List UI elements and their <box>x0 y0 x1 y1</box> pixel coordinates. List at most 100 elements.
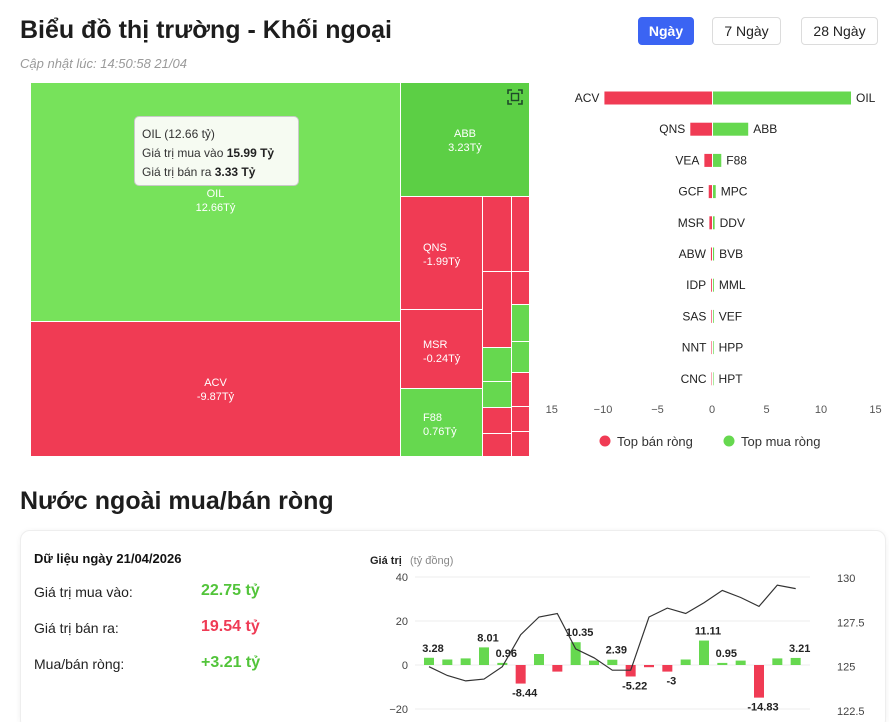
sell-category-label: CNC <box>681 372 707 386</box>
buy-category-label: DDV <box>720 216 745 230</box>
tile-small[interactable] <box>511 271 530 305</box>
history-bar[interactable] <box>460 658 471 665</box>
buy-bar[interactable] <box>713 372 714 386</box>
tile-f88[interactable]: F88 0.76Tỷ <box>400 388 483 457</box>
bar-value-label: 0.96 <box>496 648 517 660</box>
tile-small[interactable] <box>482 196 512 272</box>
sell-category-label: ABW <box>679 247 707 261</box>
buy-bar[interactable] <box>713 341 714 355</box>
tile-acv[interactable]: ACV -9.87Tỷ <box>30 321 401 457</box>
sell-bar[interactable] <box>604 91 712 105</box>
history-bar[interactable] <box>717 662 728 665</box>
sell-bar[interactable] <box>710 247 712 261</box>
history-bar[interactable] <box>589 660 599 665</box>
sell-bar[interactable] <box>709 216 712 230</box>
tile-small[interactable] <box>511 431 530 457</box>
history-bar[interactable] <box>772 658 783 665</box>
legend-buy-label[interactable]: Top mua ròng <box>741 434 821 449</box>
history-bar[interactable] <box>515 665 526 684</box>
history-bar[interactable] <box>534 654 544 665</box>
bar-value-label: 11.11 <box>695 626 721 638</box>
tooltip-title: OIL (12.66 tỷ) <box>142 127 215 141</box>
history-bar[interactable] <box>424 657 434 665</box>
x-tick-label: −5 <box>651 404 664 416</box>
history-bar[interactable] <box>662 665 673 672</box>
x-tick-label: 5 <box>763 404 769 416</box>
tile-small[interactable] <box>511 304 530 342</box>
buy-value-label: Giá trị mua vào: <box>34 584 133 600</box>
history-bar[interactable] <box>479 647 489 665</box>
expand-icon[interactable] <box>507 89 523 105</box>
tooltip-sell-row: Giá trị bán ra 3.33 Tỷ <box>142 163 291 182</box>
index-line <box>428 584 796 682</box>
bar-value-label: 0.95 <box>716 648 737 660</box>
buy-bar[interactable] <box>713 247 715 261</box>
buy-bar[interactable] <box>713 278 714 292</box>
tile-small[interactable] <box>511 196 530 272</box>
history-bar[interactable] <box>570 642 581 665</box>
bar-value-label: 10.35 <box>566 627 594 639</box>
summary-card <box>20 530 886 722</box>
sell-bar[interactable] <box>704 153 712 167</box>
sell-bar[interactable] <box>711 309 712 323</box>
sell-bar[interactable] <box>708 185 712 199</box>
buy-bar[interactable] <box>713 309 714 323</box>
legend-sell-label[interactable]: Top bán ròng <box>617 434 693 449</box>
history-bar[interactable] <box>680 659 691 666</box>
sell-category-label: SAS <box>682 309 706 323</box>
history-bar[interactable] <box>552 665 563 672</box>
net-flow-bar-chart: ACV OIL QNS ABB VEA F88 GCF MPC MSR DDV ABW BVB IDP M… <box>545 91 882 449</box>
bar-value-label: 2.39 <box>606 645 627 657</box>
buy-bar[interactable] <box>713 122 749 136</box>
legend-buy-swatch[interactable] <box>723 435 735 447</box>
tile-small[interactable] <box>482 433 512 457</box>
buy-bar[interactable] <box>713 91 851 105</box>
y-axis-unit: (tỷ đồng) <box>410 555 453 567</box>
history-bar[interactable] <box>442 659 453 666</box>
tile-value: -9.87Tỷ <box>196 391 235 403</box>
tile-code: OIL <box>206 188 225 200</box>
tile-small[interactable] <box>511 341 530 373</box>
tile-code: QNS <box>423 242 447 254</box>
y-axis-title: Giá trị <box>370 555 402 567</box>
net-value: +3.21 tỷ <box>201 654 261 671</box>
history-bar[interactable] <box>790 657 801 665</box>
range-button-day[interactable]: Ngày <box>638 17 694 45</box>
buy-category-label: F88 <box>726 153 747 167</box>
card-header: Dữ liệu ngày 21/04/2026 <box>34 551 182 566</box>
sell-bar[interactable] <box>690 122 712 136</box>
range-button-7-days[interactable]: 7 Ngày <box>712 17 781 45</box>
buy-bar[interactable] <box>713 216 715 230</box>
net-flow-history-chart: Giá trị (tỷ đồng)40 20 0 −20 130 127.5 125 122.5… <box>370 555 865 718</box>
history-bar[interactable] <box>735 660 746 665</box>
tile-small[interactable] <box>511 406 530 432</box>
tile-value: -1.99Tỷ <box>423 256 461 268</box>
tile-qns[interactable]: QNS -1.99Tỷ <box>400 196 483 310</box>
sell-category-label: ACV <box>575 91 600 105</box>
history-bar[interactable] <box>644 665 654 668</box>
tile-value: 12.66Tỷ <box>195 202 236 214</box>
buy-bar[interactable] <box>713 185 716 199</box>
buy-category-label: MPC <box>721 185 748 199</box>
history-bar[interactable] <box>607 659 618 665</box>
tile-value: 3.23Tỷ <box>448 142 482 154</box>
tile-small[interactable] <box>511 372 530 407</box>
legend-sell-swatch[interactable] <box>599 435 611 447</box>
tooltip-buy-label: Giá trị mua vào <box>142 146 224 160</box>
range-button-28-days[interactable]: 28 Ngày <box>801 17 878 45</box>
tile-small[interactable] <box>482 407 512 434</box>
treemap-tooltip: OIL (12.66 tỷ) Giá trị mua vào 15.99 Tỷ … <box>134 116 299 186</box>
sell-bar[interactable] <box>711 341 712 355</box>
history-bar[interactable] <box>754 665 764 698</box>
tile-code: ABB <box>453 128 476 140</box>
tile-small[interactable] <box>482 347 512 382</box>
sell-bar[interactable] <box>711 278 712 292</box>
history-bar[interactable] <box>497 662 508 665</box>
buy-category-label: OIL <box>856 91 876 105</box>
history-bar[interactable] <box>699 640 709 665</box>
sell-value-label: Giá trị bán ra: <box>34 620 119 636</box>
tile-msr[interactable]: MSR -0.24Tỷ <box>400 309 483 389</box>
tile-small[interactable] <box>482 381 512 408</box>
buy-bar[interactable] <box>713 153 722 167</box>
tile-small[interactable] <box>482 271 512 353</box>
